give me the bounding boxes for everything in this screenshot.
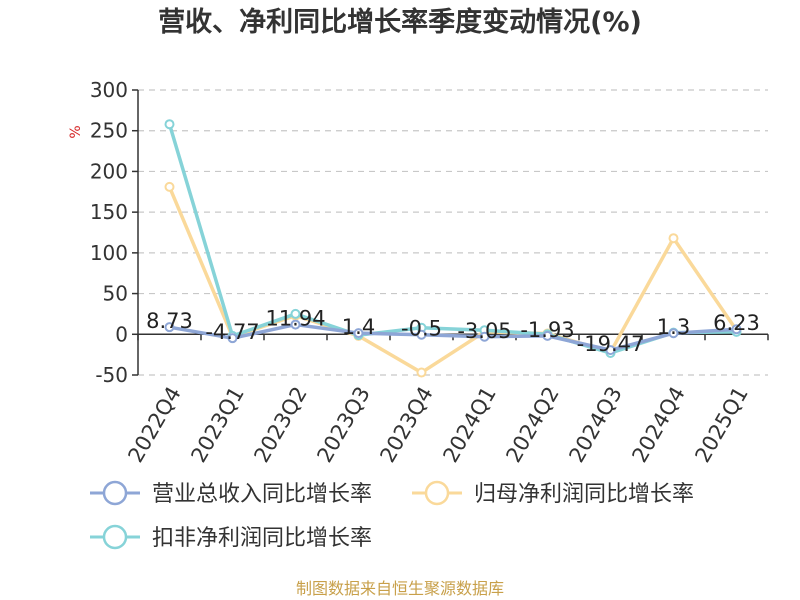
data-label: 8.73 bbox=[146, 309, 193, 333]
data-point bbox=[164, 181, 175, 192]
x-tick-label: 2024Q2 bbox=[501, 383, 563, 467]
legend-label: 营业总收入同比增长率 bbox=[152, 482, 372, 507]
x-tick-label: 2023Q4 bbox=[375, 383, 437, 467]
series-layer bbox=[164, 119, 742, 378]
series-line bbox=[167, 123, 737, 355]
legend-item[interactable]: 归母净利润同比增长率 bbox=[412, 480, 694, 507]
y-tick-label: -50 bbox=[95, 363, 128, 387]
legend-swatch-marker bbox=[102, 480, 128, 506]
data-label: -1.93 bbox=[520, 318, 574, 342]
series-line bbox=[167, 186, 738, 375]
chart-title: 营收、净利同比增长率季度变动情况(%) bbox=[158, 6, 642, 38]
data-label: 1.4 bbox=[342, 315, 375, 339]
data-label: 1.3 bbox=[657, 315, 690, 339]
data-point bbox=[416, 367, 427, 378]
legend-label: 扣非净利润同比增长率 bbox=[152, 526, 372, 551]
x-tick-label: 2025Q1 bbox=[690, 383, 752, 467]
x-tick-label: 2024Q4 bbox=[627, 383, 689, 467]
data-point bbox=[290, 308, 301, 319]
data-point bbox=[731, 324, 742, 335]
data-point bbox=[227, 333, 238, 344]
data-point bbox=[668, 233, 679, 244]
data-point bbox=[605, 345, 616, 356]
data-point bbox=[416, 329, 427, 340]
x-tick-label: 2023Q1 bbox=[186, 383, 248, 467]
legend-swatch-marker bbox=[102, 524, 128, 550]
x-tick-label: 2023Q3 bbox=[312, 383, 374, 467]
legend-item[interactable]: 营业总收入同比增长率 bbox=[90, 480, 372, 507]
y-tick-label: 300 bbox=[90, 78, 128, 102]
data-label: 6.23 bbox=[713, 311, 760, 335]
y-axis-unit: % bbox=[68, 125, 84, 138]
y-tick-label: 100 bbox=[90, 241, 128, 265]
x-tick-label: 2022Q4 bbox=[123, 383, 185, 467]
data-point bbox=[290, 319, 301, 330]
x-tick-label: 2024Q1 bbox=[438, 383, 500, 467]
series-line bbox=[169, 322, 737, 352]
data-point bbox=[353, 328, 364, 339]
y-tick-label: 50 bbox=[103, 282, 128, 306]
legend-label: 归母净利润同比增长率 bbox=[474, 482, 694, 507]
y-tick-label: 150 bbox=[90, 200, 128, 224]
data-point bbox=[542, 330, 553, 341]
data-point bbox=[479, 331, 490, 342]
grid-lines bbox=[138, 89, 768, 376]
data-label: -0.5 bbox=[401, 317, 442, 341]
legend-swatch-marker bbox=[424, 480, 450, 506]
data-label: -4.77 bbox=[205, 320, 259, 344]
source-note: 制图数据来自恒生聚源数据库 bbox=[296, 579, 504, 598]
x-tick-label: 2024Q3 bbox=[564, 383, 626, 467]
y-tick-label: 250 bbox=[90, 119, 128, 143]
data-point bbox=[164, 119, 175, 130]
y-tick-label: 0 bbox=[115, 322, 128, 346]
x-tick-label: 2023Q2 bbox=[249, 383, 311, 467]
data-label: -3.05 bbox=[457, 319, 511, 343]
legend-item[interactable]: 扣非净利润同比增长率 bbox=[90, 524, 372, 551]
data-point bbox=[668, 328, 679, 339]
data-label: -19.47 bbox=[577, 332, 645, 356]
data-label: 11.94 bbox=[265, 307, 325, 331]
data-point bbox=[164, 322, 175, 333]
y-tick-label: 200 bbox=[90, 159, 128, 183]
